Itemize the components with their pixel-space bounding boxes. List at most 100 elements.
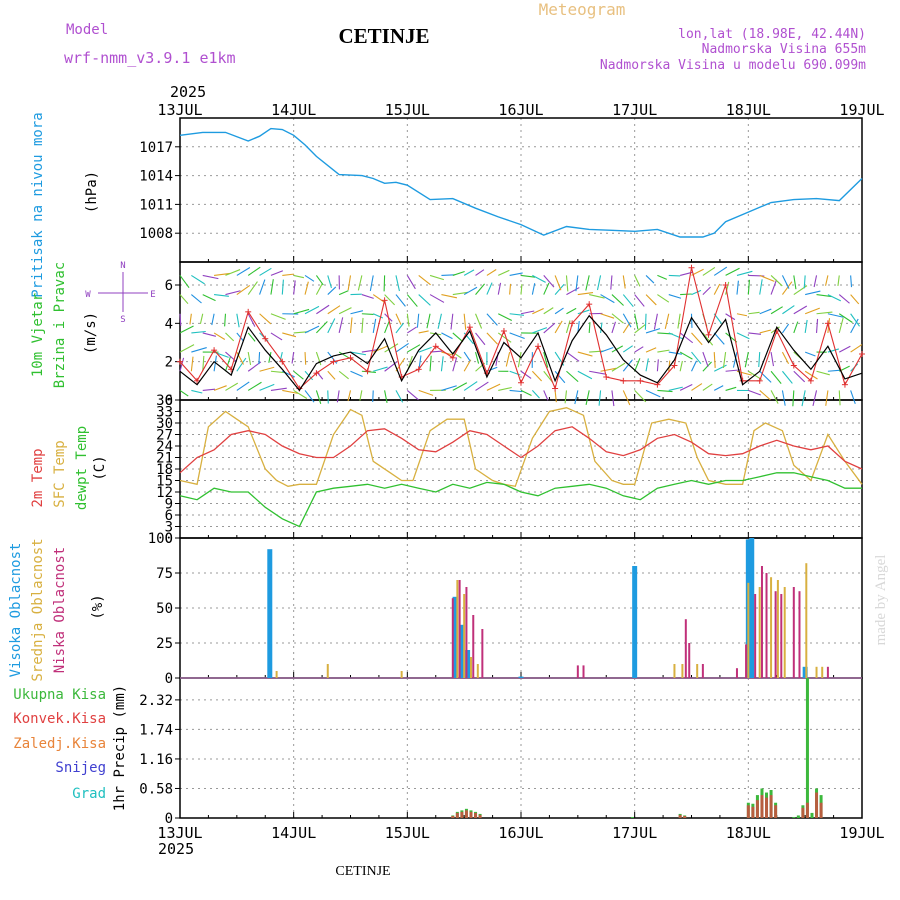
wind-barb-arrow bbox=[634, 313, 639, 330]
low-cloud-bar bbox=[465, 587, 468, 678]
wind-barb-arrow bbox=[713, 385, 724, 391]
wind-barb-arrow bbox=[577, 292, 594, 296]
x-tick-label-top: 18JUL bbox=[726, 101, 771, 119]
wind-barb-arrow bbox=[736, 313, 748, 317]
wind-barb-arrow bbox=[770, 351, 775, 367]
wind-barb-arrow bbox=[338, 290, 349, 296]
conv-precip-bar bbox=[751, 806, 755, 818]
product-title: Meteogram bbox=[539, 0, 626, 19]
x-tick-label-top: 14JUL bbox=[271, 101, 316, 119]
wind-barb-arrow bbox=[236, 284, 251, 296]
wind-barb-arrow bbox=[486, 366, 498, 372]
high-cloud-bar bbox=[802, 666, 808, 678]
wind-barb-arrow bbox=[679, 351, 693, 360]
mid-cloud-bar bbox=[275, 671, 278, 678]
y-tick-label: 50 bbox=[156, 601, 173, 617]
wind-barb-arrow bbox=[611, 313, 624, 324]
wind-barb-arrow bbox=[645, 275, 655, 284]
wind-barb-arrow bbox=[566, 370, 579, 383]
wind-barb-arrow bbox=[520, 284, 523, 295]
wind-barb-arrow bbox=[384, 343, 399, 353]
wind-barb-arrow bbox=[736, 280, 739, 295]
wind-barb-arrow bbox=[293, 370, 304, 380]
high-cloud-bar bbox=[452, 596, 458, 678]
wind-barb-arrow bbox=[475, 351, 480, 364]
wind-barb-arrow bbox=[268, 351, 272, 363]
wind-barb-arrow bbox=[759, 390, 771, 401]
wind-barb-arrow bbox=[463, 381, 478, 391]
wind-barb-arrow bbox=[566, 287, 580, 296]
y-tick-label: 2.32 bbox=[139, 693, 173, 709]
wind-barb-arrow bbox=[801, 390, 806, 407]
wind-barb-arrow bbox=[406, 313, 410, 327]
y-tick-label: 0.58 bbox=[139, 781, 173, 797]
wind-barb-arrow bbox=[748, 389, 761, 396]
x-tick-label-top: 13JUL bbox=[157, 101, 202, 119]
wind-barb-arrow bbox=[532, 327, 548, 334]
mid-cloud-bar bbox=[469, 657, 472, 678]
wind-barb-arrow bbox=[611, 362, 626, 372]
wind-barb-arrow bbox=[622, 294, 634, 308]
conv-precip-bar bbox=[746, 805, 750, 818]
wind-barb-arrow bbox=[213, 355, 217, 372]
year-label-top: 2025 bbox=[170, 83, 206, 101]
wind-barb-arrow bbox=[600, 313, 615, 319]
conv-precip-bar bbox=[478, 814, 482, 818]
precip-ylabel: 1hr Precip (mm) bbox=[112, 685, 128, 811]
wind-barb-arrow bbox=[293, 308, 310, 315]
wind-barb-arrow bbox=[373, 366, 388, 372]
total-precip-bar bbox=[810, 812, 814, 818]
wind-barb-arrow bbox=[315, 283, 323, 295]
wind-barb-arrow bbox=[543, 351, 549, 368]
wind-barb-arrow bbox=[291, 352, 295, 364]
wind-barb-arrow bbox=[259, 313, 272, 325]
wind-barb-arrow bbox=[600, 347, 614, 353]
x-tick-label-bottom: 15JUL bbox=[385, 824, 430, 842]
wind-barb-arrow bbox=[316, 321, 328, 334]
wind-barb-arrow bbox=[509, 389, 523, 393]
compass-rose-icon: N S E W bbox=[85, 261, 155, 325]
wind-barb-arrow bbox=[611, 321, 617, 334]
wind-barb-arrow bbox=[361, 313, 374, 316]
temp-ylabel-2: SFC Temp bbox=[52, 440, 68, 507]
wind-barb-arrow bbox=[189, 313, 192, 325]
model-label: Model bbox=[66, 22, 108, 38]
wind-barb-arrow bbox=[770, 275, 783, 287]
wind-barb-arrow bbox=[566, 351, 580, 362]
wind-barb-arrow bbox=[281, 279, 284, 295]
wind-barb-arrow bbox=[395, 342, 409, 353]
wind-barb-arrow bbox=[732, 351, 738, 368]
wind-barb-arrow bbox=[543, 282, 550, 295]
wind-barb-arrow bbox=[825, 275, 829, 286]
conv-precip-bar bbox=[469, 811, 473, 818]
wind-barb-arrow bbox=[270, 370, 286, 374]
mid-cloud-bar bbox=[821, 666, 824, 678]
wind-barb-arrow bbox=[804, 319, 808, 334]
wind-barb-arrow bbox=[418, 330, 429, 334]
wind-barb-arrow bbox=[554, 307, 564, 315]
wind-barb-arrow bbox=[486, 332, 498, 345]
wind-barb-arrow bbox=[463, 286, 478, 296]
wind-barb-arrow bbox=[426, 313, 431, 329]
wind-ylabel-1: 10m Vjetar bbox=[30, 293, 46, 377]
low-cloud-bar bbox=[472, 615, 475, 678]
wind-barb-arrow bbox=[202, 332, 217, 337]
wind-barb-arrow bbox=[270, 332, 283, 341]
high-cloud-bar bbox=[632, 566, 638, 678]
wind-barb-arrow bbox=[225, 382, 239, 391]
wind-barb-arrow bbox=[327, 286, 337, 295]
wind-barb-arrow bbox=[429, 355, 432, 372]
wind-barb-arrow bbox=[793, 321, 799, 334]
y-tick-label: 25 bbox=[156, 636, 173, 652]
wind-barb-arrow bbox=[247, 281, 258, 295]
wind-barb-arrow bbox=[463, 269, 475, 276]
wind-barb-arrow bbox=[225, 332, 235, 342]
wind-barb-arrow bbox=[406, 294, 418, 307]
conv-precip-bar bbox=[815, 792, 819, 818]
wind-barb-arrow bbox=[304, 305, 320, 315]
conv-precip-bar bbox=[678, 814, 682, 818]
dewpoint-line bbox=[179, 472, 862, 528]
wind-barb-arrow bbox=[589, 370, 606, 375]
mid-cloud-bar bbox=[747, 582, 750, 678]
